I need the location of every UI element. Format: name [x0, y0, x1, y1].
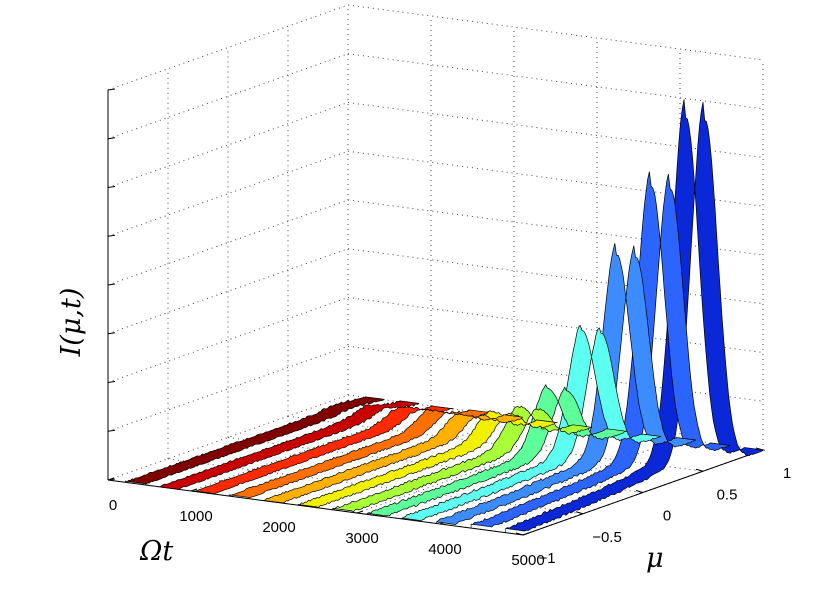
tick-labels: 0 1000 2000 3000 4000 5000−1 −0.5 0 0.5 1 [109, 465, 791, 569]
series-ribbon [263, 410, 523, 504]
grid-line [107, 297, 349, 383]
t-tick-label: 4000 [428, 541, 461, 558]
series-ribbon [470, 171, 731, 529]
grid-line [107, 150, 349, 237]
grid-line [347, 297, 764, 353]
z-axis-tick [107, 283, 116, 286]
x-axis-label: Ωt [139, 536, 173, 567]
z-axis-tick [107, 88, 116, 91]
mu-tick-label: −1 [538, 550, 555, 567]
series-ribbon [401, 324, 662, 521]
z-axis-tick [107, 186, 116, 188]
mu-tick-label: 0 [663, 508, 671, 525]
mu-axis-tick [575, 511, 584, 515]
mu-tick-label: 0.5 [717, 486, 738, 503]
mu-axis-tick [515, 532, 524, 536]
grid-line [347, 53, 764, 110]
t-tick-label: 2000 [262, 519, 295, 536]
z-axis-tick [107, 381, 116, 383]
series-surface [436, 242, 696, 525]
t-axis-tick [356, 510, 364, 514]
t-tick-label: 3000 [345, 530, 378, 547]
series-ribbon [228, 408, 489, 499]
t-axis-tick [107, 477, 115, 481]
series-group [124, 99, 766, 533]
series-surface [228, 408, 489, 499]
y-axis-label: μ [646, 543, 664, 574]
mu-tick-label: −0.5 [592, 529, 622, 546]
series-ribbon [297, 410, 558, 508]
series-surface [159, 400, 420, 490]
t-axis-tick [190, 488, 198, 492]
axes [107, 88, 764, 536]
z-axis-tick [107, 137, 116, 140]
t-tick-label: 1000 [179, 508, 212, 525]
grid-line [347, 345, 764, 402]
z-axis-tick [107, 234, 116, 237]
series-surface [505, 99, 766, 532]
series-surface [297, 410, 558, 508]
z-axis-tick [107, 332, 116, 335]
series-surface [263, 410, 523, 504]
series-ribbon [505, 99, 766, 533]
mu-axis-tick [695, 468, 704, 472]
series-ribbon [124, 396, 385, 485]
z-axis-label: I(μ,t) [56, 288, 87, 358]
t-tick-label: 5000 [511, 552, 544, 569]
grid-line [107, 102, 349, 188]
grid-line [347, 4, 764, 61]
z-axis-tick [107, 429, 116, 432]
series-surface [367, 384, 627, 517]
axis-titles: I(μ,t) Ωt μ [56, 288, 664, 574]
mu-axis-tick [635, 490, 644, 493]
series-surface [194, 405, 454, 494]
series-ribbon [194, 405, 454, 494]
series-surface [401, 324, 662, 521]
series-ribbon [332, 405, 593, 513]
t-tick-label: 0 [109, 497, 117, 514]
series-surface [332, 405, 593, 513]
t-axis-tick [522, 532, 530, 536]
series-surface [470, 171, 731, 528]
mu-tick-label: 1 [783, 465, 791, 482]
series-ribbon [436, 242, 696, 525]
series-ribbon [159, 400, 420, 490]
series-surface [124, 396, 385, 485]
series-ribbon [367, 384, 627, 517]
